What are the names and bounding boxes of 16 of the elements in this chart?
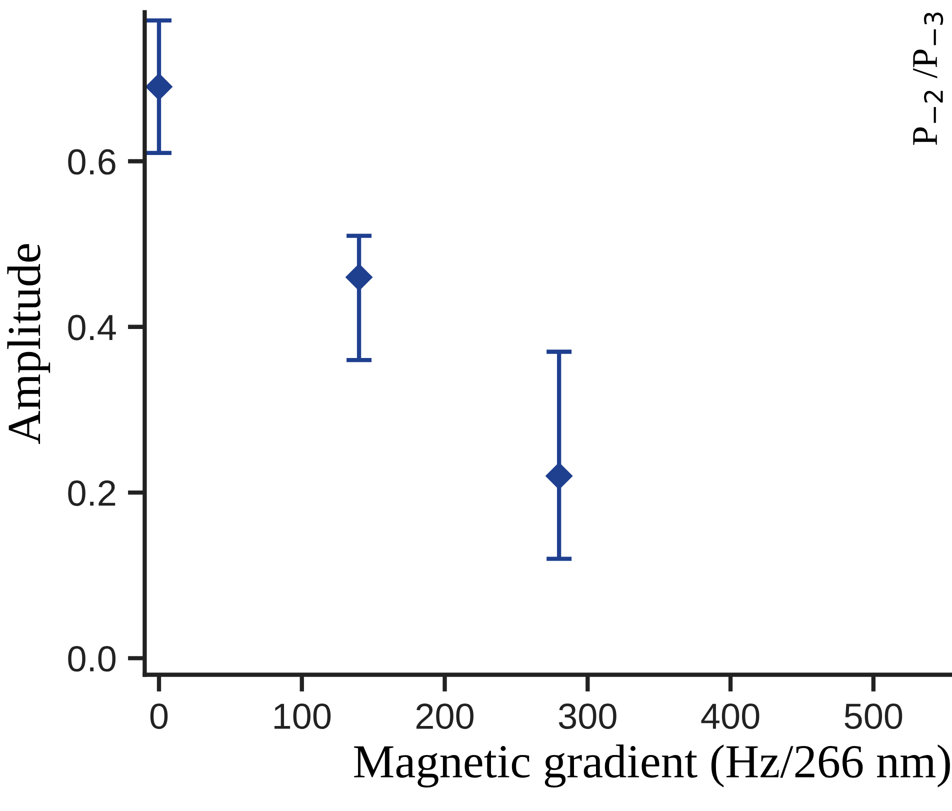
- x-tick-label: 400: [701, 703, 760, 730]
- point: [346, 264, 372, 291]
- point: [546, 462, 573, 490]
- y-tick-label: 0.0: [68, 646, 116, 672]
- x-tick-label: 500: [844, 703, 902, 730]
- x-axis-title: Magnetic gradient (Hz/266 nm): [354, 744, 950, 788]
- x-tick-label: 100: [274, 703, 331, 730]
- point: [146, 73, 172, 100]
- x-tick-label: 0: [150, 703, 168, 730]
- y-tick-label: 0.2: [68, 480, 116, 506]
- y-tick-label: 0.4: [68, 314, 116, 340]
- y-tick-label: 0.6: [68, 149, 116, 175]
- x-tick-label: 300: [558, 703, 616, 730]
- x-tick-label: 200: [416, 703, 474, 730]
- annotation: P$_{−2}$ /P$_{−3}$: [913, 12, 944, 145]
- y-axis-title: Amplitude: [7, 244, 50, 444]
